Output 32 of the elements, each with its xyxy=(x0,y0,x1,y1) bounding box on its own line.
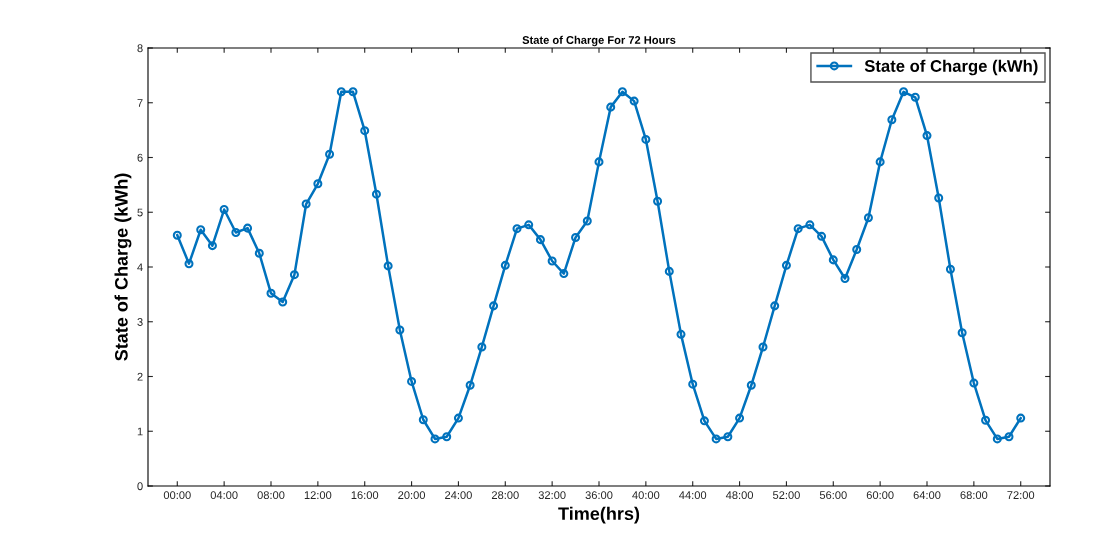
y-tick-label: 8 xyxy=(137,44,143,53)
x-tick-label: 36:00 xyxy=(585,491,613,500)
x-tick-label: 04:00 xyxy=(210,491,238,500)
y-axis-title: State of Charge (kWh) xyxy=(114,173,132,361)
x-tick-label: 28:00 xyxy=(491,491,519,500)
x-tick-label: 00:00 xyxy=(163,491,191,500)
x-tick-label: 32:00 xyxy=(538,491,566,500)
x-tick-label: 40:00 xyxy=(632,491,660,500)
x-tick-label: 72:00 xyxy=(1007,491,1035,500)
x-tick-label: 08:00 xyxy=(257,491,285,500)
x-tick-label: 56:00 xyxy=(819,491,847,500)
x-tick-label: 52:00 xyxy=(772,491,800,500)
y-tick-label: 7 xyxy=(137,99,143,107)
x-tick-label: 16:00 xyxy=(351,491,379,500)
legend-label: State of Charge (kWh) xyxy=(864,59,1038,76)
x-tick-label: 44:00 xyxy=(679,491,707,500)
x-tick-label: 60:00 xyxy=(866,491,894,500)
x-tick-label: 64:00 xyxy=(913,491,941,500)
x-tick-label: 24:00 xyxy=(445,491,472,500)
chart-title: State of Charge For 72 Hours xyxy=(522,35,676,47)
y-tick-label: 5 xyxy=(137,208,143,217)
y-tick-label: 4 xyxy=(137,263,143,272)
y-tick-label: 1 xyxy=(137,427,143,436)
x-tick-label: 48:00 xyxy=(725,491,754,500)
y-tick-label: 6 xyxy=(137,153,143,162)
x-tick-label: 20:00 xyxy=(398,491,426,500)
x-tick-label: 68:00 xyxy=(960,491,988,500)
y-tick-label: 2 xyxy=(137,372,143,381)
x-tick-label: 12:00 xyxy=(304,491,332,500)
y-tick-label: 0 xyxy=(137,482,143,491)
x-axis-title: Time(hrs) xyxy=(558,506,640,524)
y-tick-label: 3 xyxy=(137,318,143,326)
